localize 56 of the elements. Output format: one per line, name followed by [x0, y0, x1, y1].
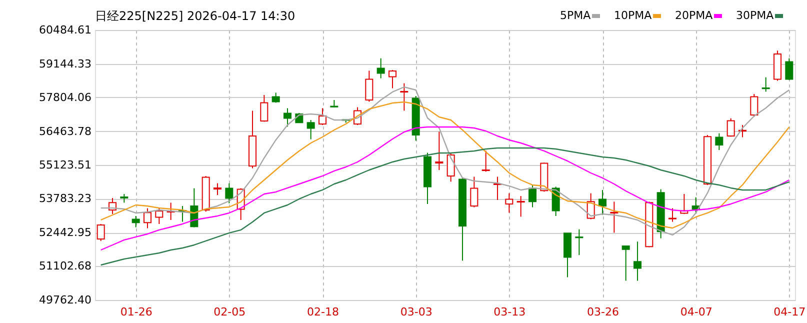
y-tick-label: 49762.40 [39, 294, 92, 306]
candlestick [376, 58, 385, 79]
line-series [100, 126, 790, 251]
candlestick [435, 131, 444, 170]
candlestick [516, 195, 525, 218]
candlestick [272, 92, 280, 104]
y-tick-label: 55123.51 [39, 158, 92, 172]
candlestick [610, 201, 618, 234]
candlestick [260, 94, 268, 122]
candlestick [144, 208, 152, 229]
legend-label: 5PMA [560, 9, 592, 22]
candlestick [214, 182, 222, 196]
candlestick [470, 176, 478, 208]
candlestick [762, 76, 770, 92]
y-tick-label: 53783.23 [39, 192, 92, 206]
candlestick [505, 192, 514, 214]
candlestick [598, 189, 606, 216]
candlestick [726, 118, 735, 138]
candlestick [785, 58, 794, 80]
candlestick [284, 108, 292, 128]
x-tick-label: 02-18 [307, 306, 339, 318]
candlestick [318, 108, 326, 126]
candlestick [446, 152, 455, 182]
candlestick [622, 245, 630, 282]
x-tick-label: 03-03 [400, 306, 432, 318]
candlestick [96, 223, 105, 242]
candlestick [715, 132, 724, 151]
candlestick [388, 70, 396, 89]
y-tick-label: 59144.33 [39, 57, 92, 70]
y-tick-label: 52442.95 [39, 226, 92, 239]
candlestick [634, 241, 642, 282]
legend-label: 20PMA [675, 9, 714, 22]
candlestick [306, 119, 315, 140]
x-tick-label: 01-26 [120, 306, 152, 318]
legend-label: 10PMA [614, 9, 652, 22]
y-tick-label: 56463.78 [39, 124, 92, 138]
x-tick-label: 03-13 [494, 306, 526, 318]
candlestick [155, 207, 164, 224]
y-tick-label: 57804.06 [39, 91, 92, 104]
x-tick-label: 04-17 [774, 306, 806, 318]
candlestick [132, 215, 140, 228]
legend-label: 30PMA [736, 9, 774, 22]
candlestick [400, 82, 408, 112]
candlestick [528, 184, 536, 208]
x-tick-label: 04-07 [680, 306, 712, 318]
x-tick-label: 03-26 [587, 306, 619, 318]
line-series [100, 147, 790, 266]
chart-title: 日经225[N225] 2026-04-17 14:30 [95, 9, 296, 23]
candlestick [225, 182, 234, 204]
x-tick-label: 02-05 [214, 306, 246, 318]
candlestick [365, 70, 374, 102]
candlestick [575, 228, 584, 256]
y-tick-label: 60484.61 [39, 24, 92, 36]
candlestick [668, 208, 676, 222]
candlestick [482, 150, 490, 172]
y-tick-label: 51102.68 [39, 260, 92, 273]
